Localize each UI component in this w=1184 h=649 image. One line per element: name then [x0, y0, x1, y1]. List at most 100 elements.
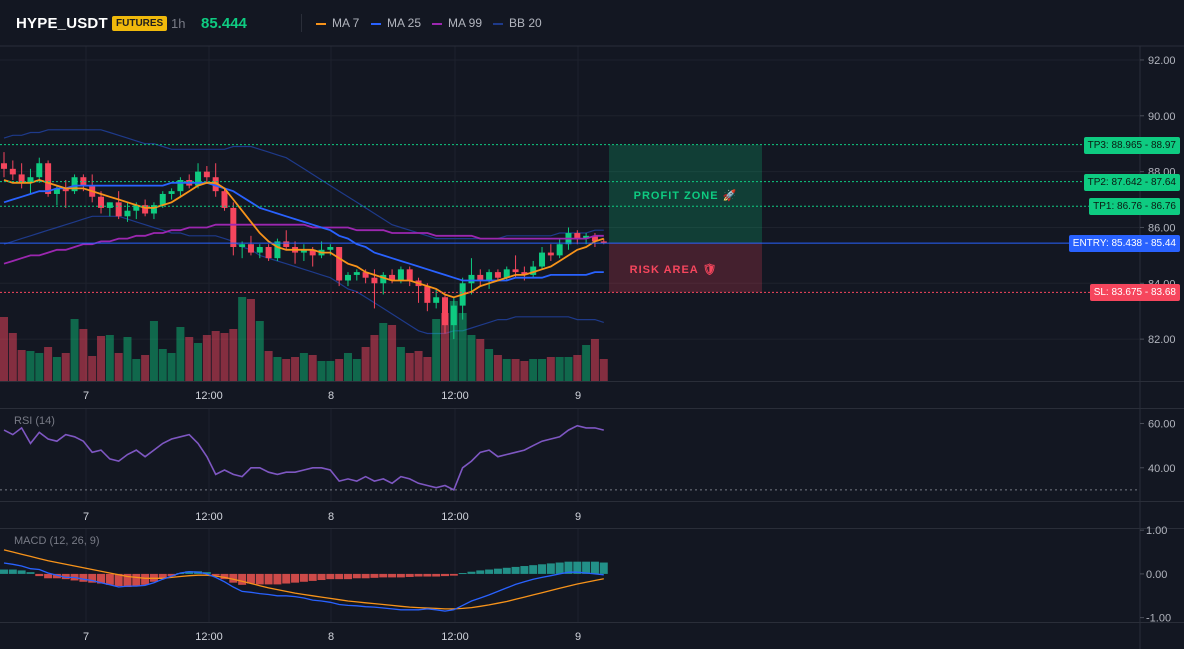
candle-body	[62, 188, 69, 192]
macd-hist-bar	[308, 573, 317, 581]
bb-upper-line	[3, 129, 604, 240]
macd-hist-bar	[220, 573, 229, 580]
macd-hist-bar	[538, 564, 547, 574]
candle-body	[177, 180, 184, 192]
macd-tick-label: 0.00	[1146, 569, 1167, 581]
legend-ma25[interactable]: MA 25	[371, 16, 421, 30]
volume-bar	[194, 343, 203, 381]
futures-badge: FUTURES	[112, 16, 168, 31]
time-tick-label: 7	[83, 511, 89, 523]
macd-hist-bar	[97, 573, 106, 584]
candle-body	[36, 163, 43, 178]
legend-bb20-label: BB 20	[509, 16, 542, 30]
macd-hist-bar	[441, 573, 449, 577]
chart-grid	[0, 46, 1140, 622]
volume-bar	[158, 349, 167, 381]
macd-hist-bar	[255, 573, 264, 585]
macd-hist-bar	[546, 563, 555, 574]
macd-hist-bar	[282, 573, 291, 584]
volume-bar	[379, 323, 388, 381]
volume-bar	[141, 355, 150, 381]
macd-hist-bar	[396, 573, 405, 578]
volume-bar	[396, 347, 405, 381]
candle-body	[256, 247, 263, 253]
time-tick-label: 12:00	[441, 390, 469, 402]
macd-hist-bar	[511, 566, 520, 574]
rsi-pane: RSI (14)	[0, 415, 1140, 492]
macd-line	[3, 562, 604, 612]
volume-bar	[299, 353, 308, 381]
macd-label: MACD (12, 26, 9)	[14, 535, 100, 547]
time-tick-label: 12:00	[195, 511, 223, 523]
candle-body	[539, 252, 546, 267]
macd-hist-bar	[502, 567, 511, 574]
candle-body	[98, 196, 105, 208]
candle-body	[230, 207, 237, 247]
moving-averages	[3, 179, 605, 299]
candle-body	[362, 272, 369, 278]
volume-bar	[149, 321, 158, 381]
macd-hist-bar	[582, 561, 591, 574]
volume-bar	[97, 336, 106, 381]
candle-body	[106, 202, 113, 208]
time-tick-label: 12:00	[195, 390, 223, 402]
candle-body	[397, 269, 404, 281]
volume-bar	[17, 350, 26, 381]
macd-hist-bar	[273, 573, 282, 585]
legend-ma99[interactable]: MA 99	[432, 16, 482, 30]
macd-hist-bar	[361, 573, 370, 579]
candle-body	[124, 210, 131, 217]
macd-hist-bar	[0, 569, 8, 574]
ma7-swatch-icon	[316, 22, 326, 25]
trade-zones: PROFIT ZONE 🚀 RISK AREA 🛡	[609, 144, 762, 293]
candle-body	[344, 274, 351, 281]
rsi-line	[3, 424, 604, 492]
profit-zone-label: PROFIT ZONE 🚀	[634, 189, 738, 202]
macd-signal-line	[3, 549, 604, 610]
volume-bar	[185, 337, 194, 381]
candle-body	[389, 274, 396, 281]
candle-body	[265, 247, 272, 259]
candle-body	[247, 244, 254, 253]
candle-body	[133, 205, 140, 211]
candle-body	[450, 305, 457, 326]
symbol-title[interactable]: HYPE_USDT	[16, 15, 108, 32]
volume-bar	[476, 339, 485, 381]
rsi-tick-label: 40.00	[1148, 463, 1176, 475]
volume-bars	[0, 297, 608, 381]
volume-bar	[520, 361, 529, 381]
macd-hist-bar	[211, 573, 220, 576]
macd-tick-label: 1.00	[1146, 525, 1167, 537]
candle-body	[80, 177, 87, 186]
tp1-level-label: TP1: 86.76 - 86.76	[1089, 198, 1180, 216]
macd-hist-bar	[123, 573, 132, 588]
macd-hist-bar	[335, 573, 344, 580]
macd-hist-bar	[79, 573, 88, 582]
macd-hist-bar	[493, 568, 502, 574]
candle-body	[494, 272, 501, 278]
candle-body	[591, 235, 598, 242]
macd-hist-bar	[264, 573, 273, 585]
macd-hist-bar	[467, 571, 476, 574]
volume-bar	[529, 359, 538, 381]
candle-body	[353, 272, 360, 275]
candle-body	[600, 241, 607, 244]
legend-ma7[interactable]: MA 7	[316, 16, 359, 30]
volume-bar	[326, 361, 335, 381]
candle-body	[521, 272, 528, 275]
candle-body	[486, 272, 493, 281]
legend-bb20[interactable]: BB 20	[493, 16, 542, 30]
candle-body	[583, 235, 590, 239]
macd-hist-bar	[405, 573, 414, 577]
macd-hist-bar	[141, 573, 150, 585]
legend-ma99-label: MA 99	[448, 16, 483, 30]
timeframe-selector[interactable]: 1h	[171, 16, 186, 31]
price-tick-label: 92.00	[1148, 55, 1176, 67]
time-tick-label: 12:00	[441, 631, 469, 643]
volume-bar	[44, 347, 53, 381]
volume-bar	[352, 359, 361, 381]
risk-zone-label: RISK AREA 🛡	[630, 263, 718, 276]
macd-hist-bar	[35, 573, 44, 577]
volume-bar	[546, 357, 555, 381]
